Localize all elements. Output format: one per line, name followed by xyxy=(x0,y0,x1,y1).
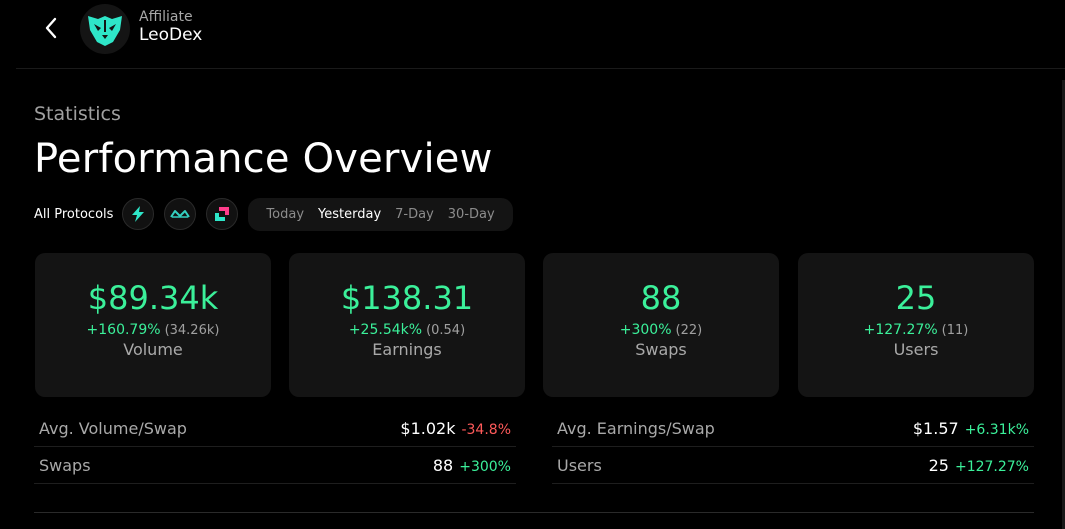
section-label: Statistics xyxy=(34,103,121,125)
metric-label: Users xyxy=(557,455,602,475)
page-title: Performance Overview xyxy=(34,136,493,182)
card-value: 88 xyxy=(640,279,682,317)
metric-value-group: $1.57 +6.31k% xyxy=(913,419,1029,438)
range-30-day[interactable]: 30-Day xyxy=(447,206,495,222)
app-header: Affiliate LeoDex xyxy=(0,0,1065,68)
metric-value: $1.02k xyxy=(400,418,456,438)
chainflip-icon xyxy=(215,207,230,221)
filter-bar: All Protocols Today Yesterday 7-Day 30-D… xyxy=(34,197,513,231)
card-change: +25.54k% (0.54) xyxy=(289,322,525,338)
back-button[interactable] xyxy=(40,14,64,42)
affiliate-name: LeoDex xyxy=(139,25,203,45)
metric-row-avg-earnings: Avg. Earnings/Swap $1.57 +6.31k% xyxy=(552,410,1034,447)
card-label: Volume xyxy=(123,340,183,359)
metric-value: 88 xyxy=(432,455,454,475)
card-previous-value: (11) xyxy=(941,323,969,338)
range-today[interactable]: Today xyxy=(266,206,305,222)
metric-label: Swaps xyxy=(39,455,91,475)
metric-change: +127.27% xyxy=(954,458,1029,475)
card-value: $138.31 xyxy=(340,279,474,317)
card-previous-value: (34.26k) xyxy=(164,323,220,338)
maya-wave-icon xyxy=(170,210,191,218)
section-divider xyxy=(34,512,1034,513)
metric-value: $1.57 xyxy=(912,418,959,438)
metric-row-swaps: Swaps 88 +300% xyxy=(34,447,516,484)
metric-value-group: 88 +300% xyxy=(433,456,511,475)
metric-change: +300% xyxy=(459,458,511,475)
card-value: $89.34k xyxy=(87,279,219,317)
card-label: Earnings xyxy=(372,340,442,359)
all-protocols-button[interactable]: All Protocols xyxy=(34,206,114,222)
card-value: 25 xyxy=(895,279,937,317)
metric-value-group: $1.02k -34.8% xyxy=(400,419,511,438)
metric-change: +6.31k% xyxy=(964,421,1029,438)
thorchain-bolt-icon xyxy=(132,206,145,222)
earnings-card: $138.31 +25.54k% (0.54) Earnings xyxy=(289,253,525,397)
range-yesterday[interactable]: Yesterday xyxy=(318,206,382,222)
volume-card: $89.34k +160.79% (34.26k) Volume xyxy=(35,253,271,397)
swaps-card: 88 +300% (22) Swaps xyxy=(543,253,779,397)
protocol-thorchain-button[interactable] xyxy=(122,198,155,230)
card-change-percent: +160.79% xyxy=(86,322,161,338)
metric-label: Avg. Earnings/Swap xyxy=(557,418,715,438)
card-change: +300% (22) xyxy=(543,322,779,338)
card-previous-value: (0.54) xyxy=(426,323,466,338)
card-label: Users xyxy=(893,340,939,359)
card-label: Swaps xyxy=(635,340,687,359)
scrollbar[interactable] xyxy=(1062,80,1065,529)
protocol-maya-button[interactable] xyxy=(164,198,197,230)
affiliate-label: Affiliate xyxy=(139,9,193,25)
metric-value: 25 xyxy=(928,455,949,475)
card-change-percent: +300% xyxy=(619,322,672,338)
card-previous-value: (22) xyxy=(675,323,703,338)
range-7-day[interactable]: 7-Day xyxy=(395,206,434,222)
header-divider xyxy=(16,68,1065,69)
metric-label: Avg. Volume/Swap xyxy=(39,418,187,438)
lion-logo-icon xyxy=(88,16,122,46)
time-range-selector: Today Yesterday 7-Day 30-Day xyxy=(248,197,513,231)
metric-change: -34.8% xyxy=(461,421,511,438)
metric-value-group: 25 +127.27% xyxy=(929,456,1029,475)
metric-row-avg-volume: Avg. Volume/Swap $1.02k -34.8% xyxy=(34,410,516,447)
metric-row-users: Users 25 +127.27% xyxy=(552,447,1034,484)
chevron-left-icon xyxy=(45,17,57,39)
card-change-percent: +25.54k% xyxy=(348,322,423,338)
card-change-percent: +127.27% xyxy=(863,322,938,338)
card-change: +160.79% (34.26k) xyxy=(35,322,271,338)
users-card: 25 +127.27% (11) Users xyxy=(798,253,1034,397)
avatar xyxy=(80,4,130,54)
card-change: +127.27% (11) xyxy=(798,322,1034,338)
protocol-chainflip-button[interactable] xyxy=(206,198,239,230)
